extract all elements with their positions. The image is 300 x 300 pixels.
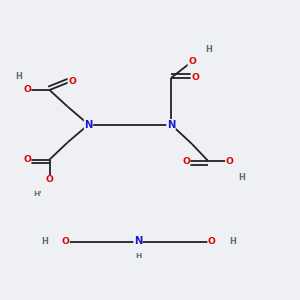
Text: H: H xyxy=(230,237,236,246)
Text: O: O xyxy=(208,237,216,246)
Text: H: H xyxy=(41,237,48,246)
Text: H: H xyxy=(135,254,141,260)
Text: O: O xyxy=(68,76,76,85)
Text: N: N xyxy=(84,119,93,130)
Text: O: O xyxy=(191,74,199,82)
Text: O: O xyxy=(23,155,31,164)
Text: O: O xyxy=(61,237,69,246)
Text: H': H' xyxy=(33,190,42,196)
Text: O: O xyxy=(23,85,31,94)
Text: O: O xyxy=(182,157,190,166)
Text: N: N xyxy=(167,119,175,130)
Text: H: H xyxy=(16,72,22,81)
Text: N: N xyxy=(134,236,142,247)
Text: H: H xyxy=(238,173,245,182)
Text: O: O xyxy=(226,157,233,166)
Text: O: O xyxy=(46,176,53,184)
Text: O: O xyxy=(188,57,196,66)
Text: H: H xyxy=(205,45,212,54)
